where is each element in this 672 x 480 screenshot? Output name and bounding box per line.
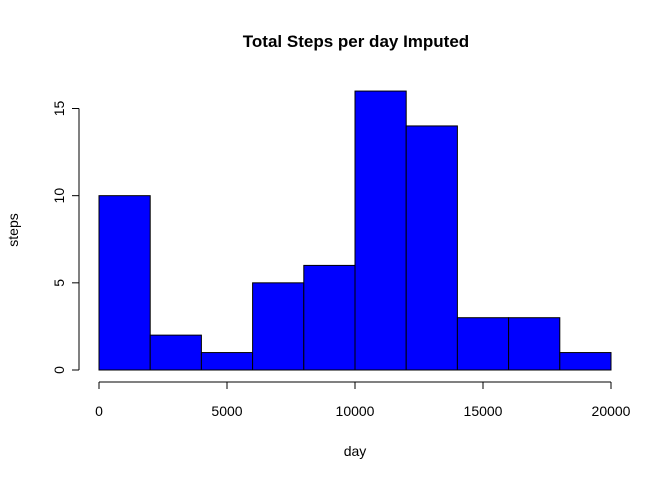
x-tick-label-2: 10000 (336, 403, 375, 419)
histogram-bar-5 (354, 90, 407, 371)
histogram-bar-2 (200, 352, 254, 371)
histogram-bar-3 (252, 282, 305, 371)
y-tick-label-0: 0 (51, 366, 67, 374)
histogram-bar-6 (405, 125, 458, 371)
histogram-bar-1 (149, 334, 202, 371)
chart-title: Total Steps per day Imputed (243, 32, 469, 51)
x-tick-label-1: 5000 (211, 403, 242, 419)
bars-group (98, 90, 612, 371)
x-tick-label-4: 20000 (592, 403, 631, 419)
x-axis: 0 5000 10000 15000 20000 (95, 381, 631, 419)
x-tick-label-0: 0 (95, 403, 103, 419)
x-axis-label: day (344, 443, 367, 459)
histogram-bar-0 (98, 195, 151, 371)
y-axis: 0 5 10 15 (51, 101, 80, 374)
y-axis-label: steps (5, 213, 21, 246)
histogram-bar-7 (456, 317, 510, 371)
histogram-bar-9 (559, 352, 612, 371)
y-tick-label-1: 5 (51, 279, 67, 287)
x-tick-label-3: 15000 (464, 403, 503, 419)
histogram-bar-8 (508, 317, 561, 371)
y-tick-label-3: 15 (51, 101, 67, 117)
histogram-bar-4 (303, 264, 356, 371)
y-tick-label-2: 10 (51, 188, 67, 204)
